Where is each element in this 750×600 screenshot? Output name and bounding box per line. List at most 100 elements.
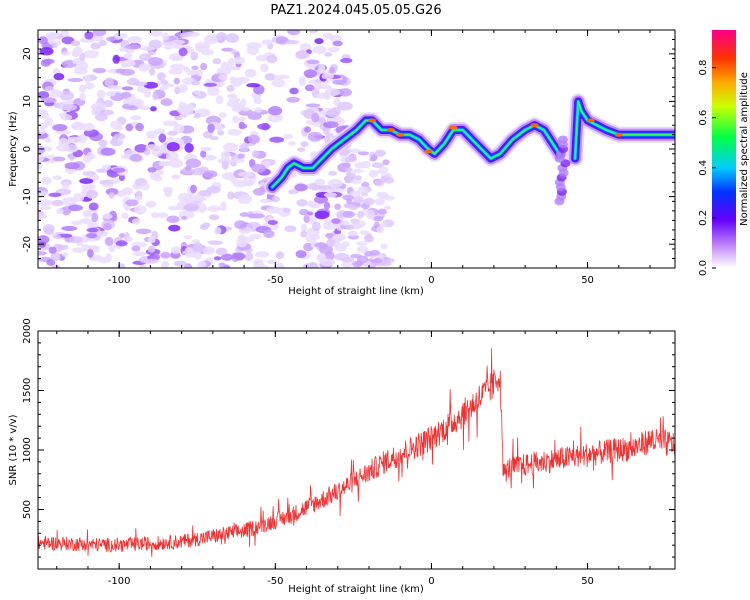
noise-blob (342, 194, 355, 201)
noise-blob (94, 112, 108, 122)
noise-blob (383, 177, 395, 184)
noise-blob (244, 68, 257, 78)
noise-blob (48, 192, 62, 197)
noise-blob (178, 47, 188, 57)
noise-blob (247, 213, 256, 219)
noise-blob (110, 178, 121, 184)
noise-blob (173, 77, 180, 85)
noise-blob (318, 185, 330, 190)
noise-blob (196, 69, 203, 77)
noise-blob (384, 195, 395, 201)
noise-blob (70, 40, 81, 47)
noise-blob (61, 225, 78, 232)
noise-blob (238, 116, 247, 122)
noise-blob (84, 74, 91, 84)
noise-blob (45, 31, 59, 40)
noise-blob (359, 230, 370, 236)
noise-blob (166, 142, 180, 152)
noise-blob (73, 67, 88, 75)
snr-y-tick-label: 2000 (22, 318, 33, 343)
noise-blob (87, 248, 94, 258)
noise-blob (38, 214, 48, 219)
noise-blob (209, 136, 219, 141)
noise-blob (82, 209, 92, 218)
noise-blob (346, 172, 357, 181)
noise-blob (104, 77, 114, 87)
noise-blob (127, 35, 142, 44)
snr-x-tick-label: -100 (108, 576, 131, 587)
noise-blob (207, 123, 215, 134)
noise-blob (101, 164, 111, 170)
noise-blob (61, 252, 69, 257)
noise-blob (131, 81, 148, 87)
noise-blob (338, 88, 352, 97)
noise-blob (260, 264, 269, 268)
noise-blob (167, 130, 178, 136)
noise-blob (73, 46, 83, 57)
noise-blob (164, 189, 172, 198)
noise-blob (87, 151, 94, 158)
noise-blob (38, 109, 48, 116)
noise-blob (327, 178, 343, 188)
noise-blob (332, 79, 347, 85)
noise-blob (59, 91, 74, 101)
noise-blob (71, 220, 82, 226)
noise-blob (121, 86, 134, 91)
noise-blob (38, 206, 52, 211)
noise-blob (90, 42, 101, 50)
noise-blob (369, 157, 377, 162)
noise-blob (334, 203, 341, 210)
noise-blob (173, 124, 185, 134)
noise-blob (159, 148, 171, 154)
noise-blob (184, 165, 192, 172)
snr-y-tick-label: 500 (22, 500, 33, 519)
noise-blob (203, 170, 218, 178)
noise-blob (212, 58, 222, 65)
spectrogram-x-tick-label: 50 (581, 275, 594, 286)
noise-blob (86, 189, 99, 199)
noise-blob (351, 169, 364, 174)
noise-blob (147, 245, 156, 253)
noise-blob (53, 234, 62, 240)
noise-blob (182, 250, 197, 255)
noise-blob (307, 131, 323, 142)
snr-series-line (38, 348, 675, 558)
noise-blob (356, 241, 368, 246)
noise-blob (58, 112, 68, 118)
noise-blob (160, 252, 171, 259)
noise-blob (169, 158, 184, 169)
noise-blob (283, 133, 294, 139)
noise-blob (271, 78, 286, 88)
noise-blob (92, 67, 107, 74)
noise-blob (183, 202, 200, 212)
ridge-peak-spot (424, 149, 433, 154)
noise-blob (96, 230, 109, 237)
ridge-peak-spot (586, 118, 595, 123)
noise-blob (350, 253, 362, 259)
noise-blob (125, 44, 142, 50)
noise-blob (267, 113, 283, 123)
noise-blob (103, 99, 114, 108)
noise-blob (348, 204, 358, 211)
ridge-2-band (574, 100, 675, 160)
noise-blob (125, 123, 134, 132)
noise-blob (38, 199, 53, 207)
figure-title: PAZ1.2024.045.05.05.G26 (270, 3, 441, 18)
noise-blob (375, 149, 387, 157)
noise-blob (51, 42, 58, 48)
noise-blob (118, 47, 126, 52)
noise-blob (158, 133, 167, 143)
noise-blob (300, 230, 308, 238)
noise-blob (230, 161, 237, 167)
noise-blob (266, 206, 281, 214)
noise-blob (112, 167, 126, 173)
noise-blob (134, 205, 147, 215)
noise-blob (357, 186, 369, 194)
noise-blob (380, 243, 388, 250)
spectrogram-y-tick-label: 10 (22, 95, 33, 108)
noise-blob (202, 246, 216, 255)
noise-blob (308, 261, 318, 268)
noise-blob (218, 74, 227, 81)
noise-blob (275, 262, 285, 268)
noise-blob (264, 73, 276, 81)
